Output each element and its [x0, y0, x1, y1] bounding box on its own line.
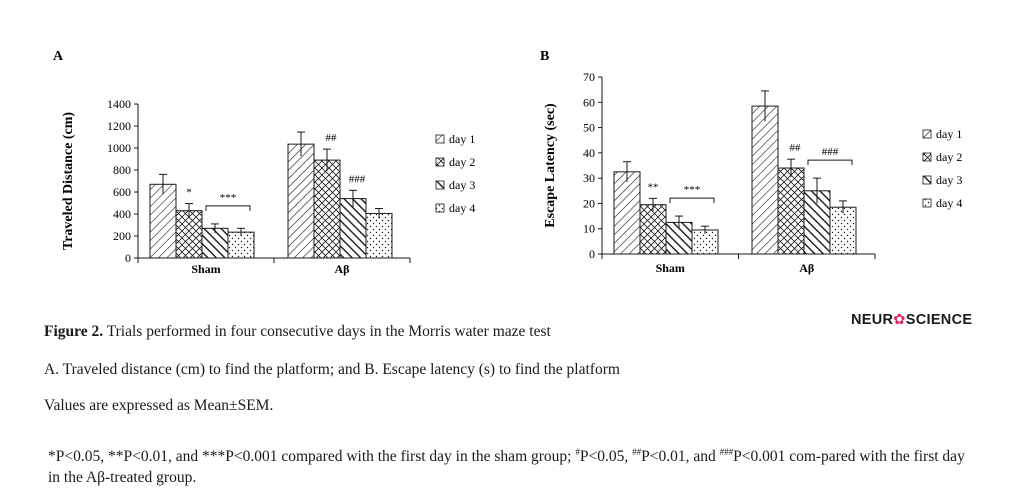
- caption-footnote: *P<0.05, **P<0.01, and ***P<0.001 compar…: [48, 446, 973, 488]
- bar-day-2-sham: [639, 204, 667, 255]
- legend-entry: day 3: [936, 173, 962, 187]
- y-tick-label: 20: [583, 196, 595, 210]
- y-tick-label: 800: [113, 163, 131, 177]
- y-tick-label: 1200: [107, 119, 131, 133]
- legend-swatch: [435, 134, 445, 144]
- bar-day-4-sham: [227, 231, 255, 259]
- legend-swatch: [922, 152, 932, 162]
- y-axis-title: Traveled Distance (cm): [61, 112, 76, 250]
- significance-marker: *: [186, 187, 192, 199]
- neuroscience-logo: NEUR✿SCIENCE: [851, 312, 972, 328]
- y-tick-label: 10: [583, 222, 595, 236]
- panel-label: B: [540, 49, 549, 64]
- y-tick-label: 0: [125, 251, 131, 265]
- category-label: Sham: [191, 262, 220, 276]
- significance-marker: ***: [220, 192, 237, 204]
- footnote-symbol-2: ##: [632, 446, 642, 457]
- significance-marker: ###: [349, 173, 366, 185]
- caption-values-note: Values are expressed as Mean±SEM.: [44, 397, 274, 414]
- y-tick-label: 1000: [107, 141, 131, 155]
- footnote-symbol-1: #: [575, 446, 580, 457]
- legend-swatch: [922, 129, 932, 139]
- logo-text-pre: NEUR: [851, 312, 894, 328]
- bar-day-2-sham: [175, 210, 203, 259]
- bar-day-4-abeta: [829, 206, 857, 255]
- bar-day-1-sham: [149, 183, 177, 259]
- legend-entry: day 2: [449, 155, 475, 169]
- y-tick-label: 30: [583, 171, 595, 185]
- legend-entry: day 4: [449, 201, 475, 215]
- legend-swatch: [922, 175, 932, 185]
- footnote-part-2: P<0.05,: [579, 447, 633, 465]
- legend-entry: day 3: [449, 178, 475, 192]
- panel-label: A: [53, 49, 64, 64]
- bar-day-1-abeta: [287, 143, 315, 259]
- caption-panels: A. Traveled distance (cm) to find the pl…: [44, 361, 620, 378]
- significance-bracket: [669, 197, 715, 204]
- y-tick-label: 40: [583, 146, 595, 160]
- footnote-symbol-3: ###: [719, 446, 734, 457]
- legend-entry: day 2: [936, 150, 962, 164]
- bar-day-1-abeta: [751, 105, 779, 255]
- bar-day-1-sham: [613, 171, 641, 255]
- significance-marker: **: [648, 181, 659, 193]
- legend-swatch: [435, 203, 445, 213]
- y-tick-label: 0: [589, 247, 595, 261]
- logo-text-post: SCIENCE: [905, 312, 973, 328]
- legend-entry: day 4: [936, 196, 962, 210]
- significance-marker: ***: [684, 184, 701, 196]
- bar-day-4-sham: [691, 229, 719, 255]
- significance-marker: ##: [790, 142, 802, 154]
- y-tick-label: 60: [583, 95, 595, 109]
- caption-title-text: Trials performed in four consecutive day…: [103, 323, 551, 340]
- y-tick-label: 50: [583, 121, 595, 135]
- legend-swatch: [435, 157, 445, 167]
- y-axis-title: Escape Latency (sec): [543, 103, 558, 228]
- category-label: Aβ: [799, 261, 814, 275]
- category-label: Sham: [656, 261, 685, 275]
- y-tick-label: 400: [113, 207, 131, 221]
- chart-panel-b: B 0 10 20 30 40 50 60 70 Escape Latency (sec) Sham…: [540, 49, 962, 275]
- significance-bracket: [807, 159, 853, 166]
- bar-day-3-abeta: [339, 198, 367, 259]
- bar-day-4-abeta: [365, 212, 393, 259]
- legend-swatch: [435, 180, 445, 190]
- legend-swatch: [922, 198, 932, 208]
- bar-day-2-abeta: [313, 159, 341, 259]
- significance-marker: ##: [326, 132, 338, 144]
- category-label: Aβ: [335, 262, 350, 276]
- footnote-part-1: *P<0.05, **P<0.01, and ***P<0.001 compar…: [48, 447, 576, 465]
- logo-mark-icon: ✿: [893, 312, 906, 328]
- chart-panel-a: A 0 200 400 600 800 1000 1200 1400 Traveled Dista…: [53, 49, 475, 276]
- caption-title: Figure 2. Trials performed in four conse…: [44, 322, 551, 342]
- legend-entry: day 1: [936, 127, 962, 141]
- figure-label: Figure 2.: [44, 323, 104, 340]
- y-tick-label: 600: [113, 185, 131, 199]
- significance-bracket: [205, 205, 251, 211]
- legend-entry: day 1: [449, 132, 475, 146]
- footnote-part-3: P<0.01, and: [641, 447, 720, 465]
- y-tick-label: 200: [113, 229, 131, 243]
- y-tick-label: 1400: [107, 97, 131, 111]
- y-tick-label: 70: [583, 70, 595, 84]
- bar-day-3-sham: [201, 227, 229, 259]
- bar-day-2-abeta: [777, 167, 805, 255]
- significance-marker: ###: [822, 146, 839, 158]
- footnote-part-4: P<0.001 com-pared with the first day in …: [48, 447, 965, 486]
